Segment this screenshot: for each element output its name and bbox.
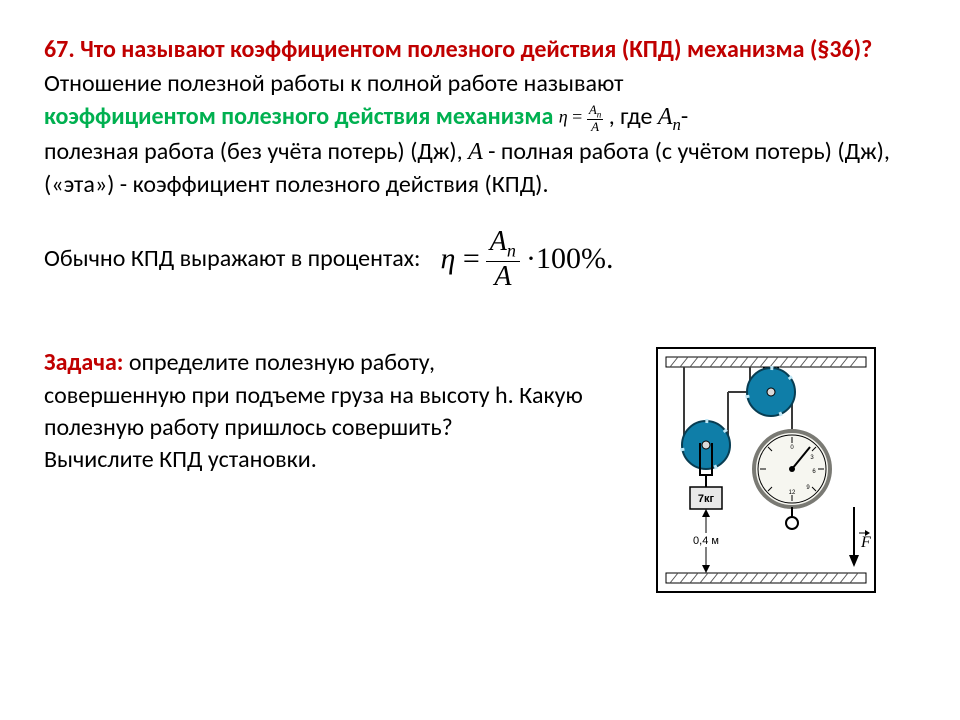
- def-dash: -: [681, 102, 688, 131]
- def-where: , где: [609, 102, 653, 131]
- percent-label: Обычно КПД выражают в процентах:: [44, 243, 420, 275]
- def-green-term: коэффициентом полезного действия механиз…: [44, 102, 553, 131]
- height-label: 0,4 м: [693, 535, 719, 547]
- formula-small-eta: η = AnA: [559, 103, 604, 134]
- force-label: F: [860, 534, 871, 551]
- formula-large: η = AnA ·100%.: [440, 227, 613, 291]
- mass-label: 7кг: [698, 493, 715, 505]
- pulley-diagram: 7кг: [656, 347, 876, 593]
- definition-block: Отношение полезной работы к полной работ…: [44, 68, 916, 201]
- symbol-A: A: [468, 139, 483, 165]
- task-line-1: определите полезную работу,: [123, 348, 435, 377]
- task-label: Задача:: [44, 348, 123, 377]
- question-title: 67. Что называют коэффициентом полезного…: [44, 34, 916, 66]
- task-line-3: Вычислите КПД установки.: [44, 445, 317, 474]
- task-line-2: совершенную при подъеме груза на высоту …: [44, 381, 583, 442]
- svg-text:12: 12: [789, 490, 796, 496]
- def-text-1: Отношение полезной работы к полной работ…: [44, 69, 623, 98]
- percent-row: Обычно КПД выражают в процентах: η = AnA…: [44, 227, 916, 291]
- def-text-2: полезная работа (без учёта потерь) (Дж),: [44, 137, 468, 166]
- symbol-An: An: [658, 104, 681, 130]
- task-text: Задача: определите полезную работу, сове…: [44, 347, 656, 477]
